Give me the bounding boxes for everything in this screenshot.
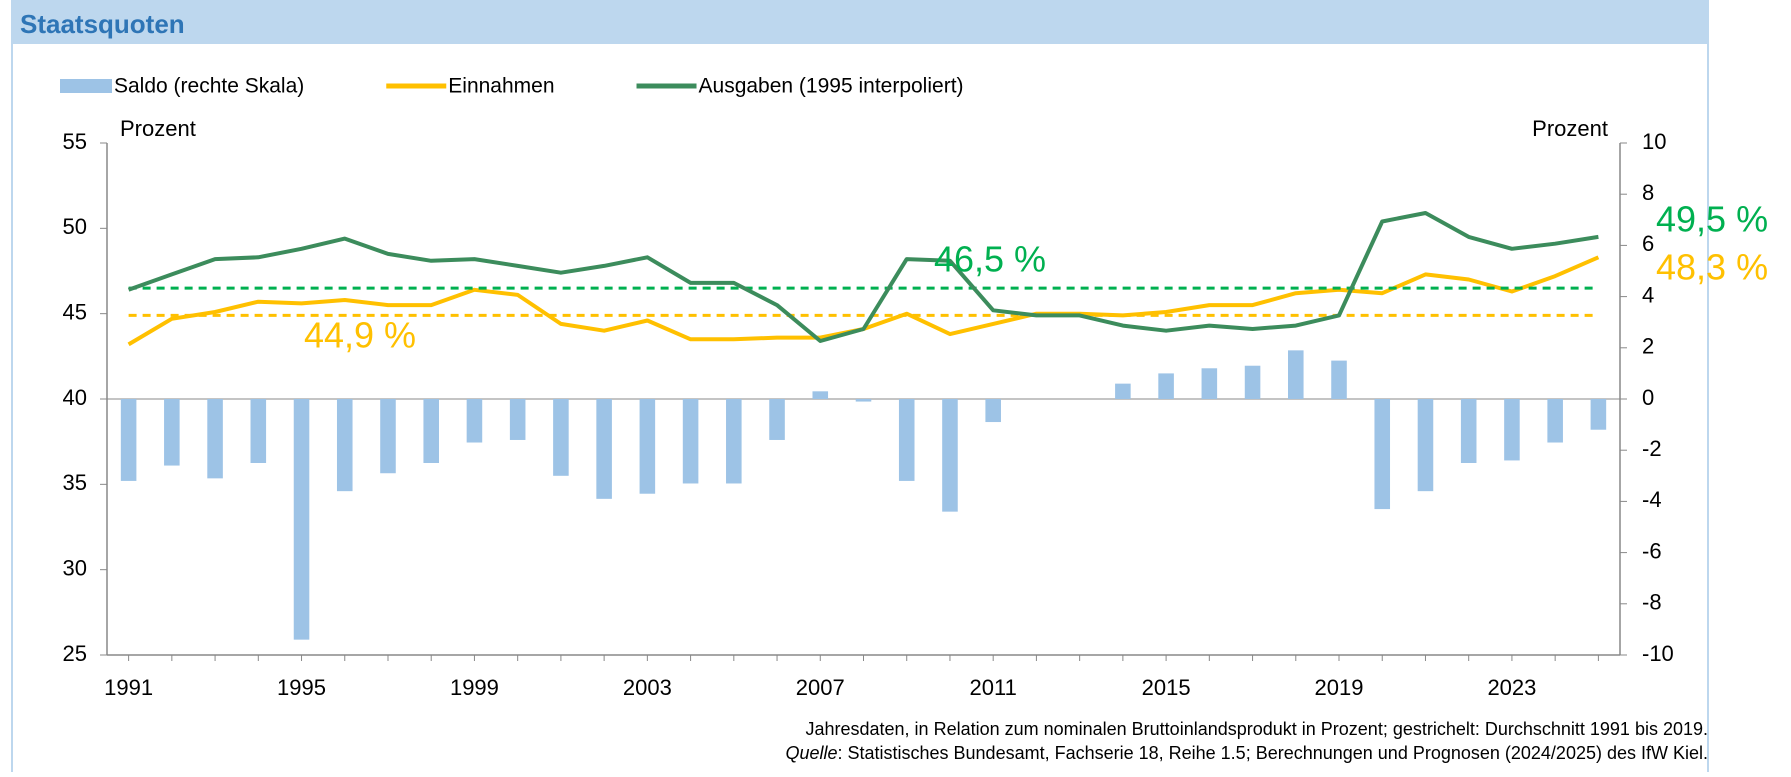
- end-label: 49,5 %: [1656, 199, 1768, 240]
- bar: [1547, 399, 1563, 443]
- x-tick-label: 1999: [450, 675, 499, 700]
- legend-swatch: [60, 79, 112, 93]
- bar: [293, 399, 310, 640]
- bar: [1158, 373, 1174, 399]
- y2-tick-label: -6: [1642, 538, 1662, 563]
- x-tick-label: 2015: [1142, 675, 1191, 700]
- y-tick-label: 55: [63, 129, 87, 154]
- y2-axis-label: Prozent: [1532, 116, 1608, 141]
- source-text: : Statistisches Bundesamt, Fachserie 18,…: [837, 743, 1708, 763]
- end-label: 48,3 %: [1656, 247, 1768, 288]
- bar: [682, 399, 699, 484]
- line: [127, 211, 1599, 343]
- note: Jahresdaten, in Relation zum nominalen B…: [805, 719, 1708, 739]
- source-label: Quelle: [785, 743, 837, 763]
- bar: [812, 391, 829, 399]
- y2-tick-label: 2: [1642, 334, 1654, 359]
- average-label: 44,9 %: [304, 315, 416, 356]
- y-tick-label: 45: [63, 299, 87, 324]
- y2-tick-label: -8: [1642, 590, 1662, 615]
- bar: [855, 399, 872, 402]
- bar: [1374, 399, 1391, 510]
- chart-title: Staatsquoten: [20, 9, 185, 39]
- bar: [1244, 365, 1261, 399]
- y2-tick-label: -10: [1642, 641, 1674, 666]
- bar: [1504, 399, 1520, 461]
- bar: [120, 399, 137, 481]
- bar: [898, 399, 915, 481]
- x-tick-label: 2011: [970, 675, 1017, 700]
- x-tick-label: 2003: [623, 675, 672, 700]
- legend-label: Einnahmen: [448, 75, 554, 98]
- bar: [1460, 399, 1477, 463]
- y2-tick-label: 6: [1642, 231, 1654, 256]
- bar: [380, 399, 396, 474]
- bar: [1417, 399, 1434, 492]
- y-tick-label: 30: [63, 555, 87, 580]
- bar: [553, 399, 569, 476]
- legend-label: Ausgaben (1995 interpoliert): [699, 75, 964, 98]
- bar: [509, 399, 526, 440]
- y-tick-label: 40: [63, 385, 87, 410]
- x-tick-label: 2007: [796, 675, 845, 700]
- bar: [596, 399, 612, 499]
- bar: [985, 399, 1001, 423]
- y2-tick-label: 0: [1642, 385, 1654, 410]
- y2-tick-label: -2: [1642, 436, 1662, 461]
- source: Quelle: Statistisches Bundesamt, Fachser…: [785, 743, 1708, 763]
- bar: [466, 399, 483, 443]
- y2-tick-label: 8: [1642, 180, 1654, 205]
- x-tick-label: 1995: [277, 675, 326, 700]
- average-label: 46,5 %: [934, 239, 1046, 280]
- bar: [250, 399, 267, 463]
- bar: [1115, 383, 1131, 399]
- y-axis-label: Prozent: [120, 116, 196, 141]
- x-tick-label: 2019: [1315, 675, 1364, 700]
- y-tick-label: 50: [63, 214, 87, 239]
- legend-label: Saldo (rechte Skala): [114, 75, 304, 98]
- bar: [726, 399, 742, 484]
- bar: [423, 399, 439, 463]
- y-tick-label: 35: [63, 470, 87, 495]
- bar: [1288, 350, 1304, 399]
- y2-tick-label: 4: [1642, 282, 1654, 307]
- bar: [1201, 368, 1218, 399]
- bar: [942, 399, 958, 512]
- bar: [1590, 399, 1607, 430]
- bar: [769, 399, 785, 440]
- x-tick-label: 2023: [1487, 675, 1536, 700]
- bar: [207, 399, 223, 479]
- y2-tick-label: -4: [1642, 487, 1662, 512]
- bar: [336, 399, 353, 492]
- y2-tick-label: 10: [1642, 129, 1666, 154]
- y-tick-label: 25: [63, 641, 87, 666]
- bar: [164, 399, 180, 466]
- bar: [639, 399, 656, 494]
- bar: [1331, 360, 1347, 399]
- x-tick-label: 1991: [104, 675, 153, 700]
- title-bar: [12, 0, 1708, 44]
